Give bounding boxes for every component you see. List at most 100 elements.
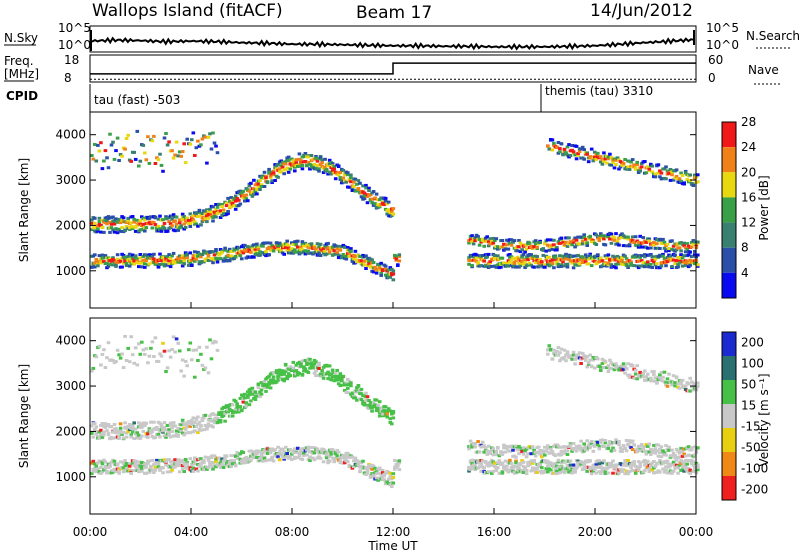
- power-cell: [356, 179, 361, 183]
- vel-cell: [565, 449, 570, 453]
- vel-cell: [571, 353, 576, 357]
- power-cell: [141, 217, 146, 220]
- power-cell: [297, 152, 302, 156]
- power-cell: [639, 259, 644, 263]
- vel-cell: [233, 407, 238, 411]
- power-cell: [152, 221, 156, 225]
- power-cell: [491, 236, 496, 240]
- vel-cell: [550, 451, 555, 455]
- vel-cell: [611, 471, 615, 475]
- power-cell: [152, 252, 156, 256]
- vel-cell: [544, 467, 549, 471]
- vel-cell: [486, 444, 491, 448]
- power-cell: [200, 253, 205, 257]
- power-cell: [102, 260, 106, 264]
- vel-cell: [514, 444, 518, 448]
- vel-cell: [243, 396, 247, 400]
- vel-cell: [205, 427, 209, 431]
- vel-cell: [317, 367, 321, 370]
- vel-cell: [602, 445, 606, 448]
- vel-cell: [127, 462, 132, 466]
- power-cell: [609, 241, 614, 245]
- power-cell: [570, 261, 574, 265]
- vel-cell: [559, 347, 564, 351]
- vel-cell: [123, 421, 127, 425]
- power-cell: [108, 230, 112, 234]
- vel-cell: [614, 466, 618, 470]
- power-cell: [267, 253, 271, 257]
- power-cell: [688, 258, 692, 262]
- vel-cell: [376, 471, 380, 475]
- power-cell: [247, 189, 252, 193]
- vel-cell: [644, 375, 649, 379]
- power-cell: [194, 222, 199, 226]
- power-cell: [373, 265, 377, 269]
- power-cell: [593, 150, 597, 154]
- power-cell: [347, 185, 352, 189]
- vel-cell: [91, 435, 96, 439]
- vel-cell: [188, 341, 193, 345]
- y-tick-label: 4000: [55, 128, 86, 142]
- colorbar-tick-label: 8: [741, 241, 749, 255]
- power-cell: [632, 241, 636, 244]
- power-cell: [652, 241, 656, 244]
- vel-cell: [567, 465, 571, 469]
- power-cell: [626, 264, 630, 268]
- vel-cell: [644, 461, 649, 465]
- power-cell: [146, 135, 150, 139]
- vel-cell: [494, 450, 499, 453]
- power-cell: [270, 181, 274, 184]
- vel-cell: [602, 466, 606, 470]
- power-cell: [576, 235, 580, 239]
- vel-cell: [223, 419, 227, 423]
- vel-cell: [500, 450, 505, 454]
- vel-cell: [352, 459, 356, 463]
- vel-cell: [514, 455, 518, 459]
- power-cell: [661, 252, 665, 256]
- vel-cell: [291, 366, 296, 370]
- vel-cell: [338, 459, 343, 463]
- power-cell: [137, 265, 141, 269]
- vel-cell: [532, 460, 536, 464]
- power-cell: [665, 260, 670, 264]
- power-cell: [140, 265, 144, 269]
- power-cell: [226, 255, 230, 259]
- vel-cell: [206, 458, 211, 462]
- power-cell: [655, 262, 659, 266]
- power-cell: [512, 261, 517, 265]
- vel-cell: [308, 459, 312, 462]
- vel-cell: [671, 460, 676, 464]
- vel-cell: [208, 460, 212, 464]
- vel-cell: [132, 361, 136, 365]
- power-cell: [170, 217, 174, 221]
- vel-cell: [123, 469, 127, 473]
- power-cell: [693, 173, 697, 177]
- power-cell: [126, 219, 130, 223]
- power-cell: [194, 257, 199, 261]
- vel-cell: [553, 351, 558, 355]
- vel-cell: [524, 472, 529, 476]
- power-cell: [165, 143, 170, 147]
- vel-cell: [388, 417, 393, 421]
- power-cell: [332, 249, 336, 253]
- vel-cell: [155, 425, 159, 429]
- power-cell: [668, 168, 673, 171]
- colorbar-tick-label: -100: [741, 462, 768, 476]
- power-cell: [253, 190, 258, 194]
- power-cell: [349, 176, 353, 180]
- power-cell: [658, 254, 662, 258]
- vel-cell: [388, 471, 393, 475]
- vel-cell: [111, 359, 115, 362]
- power-cell: [221, 208, 226, 212]
- vel-cell: [193, 429, 197, 433]
- power-cell: [227, 200, 232, 204]
- power-cell: [126, 254, 130, 258]
- vel-cell: [156, 465, 161, 469]
- power-cell: [165, 255, 170, 259]
- vel-cell: [562, 471, 567, 475]
- vel-cell: [174, 337, 179, 341]
- power-cell: [602, 159, 606, 163]
- power-cell: [476, 262, 480, 266]
- power-cell: [667, 171, 671, 175]
- vel-cell: [129, 471, 133, 475]
